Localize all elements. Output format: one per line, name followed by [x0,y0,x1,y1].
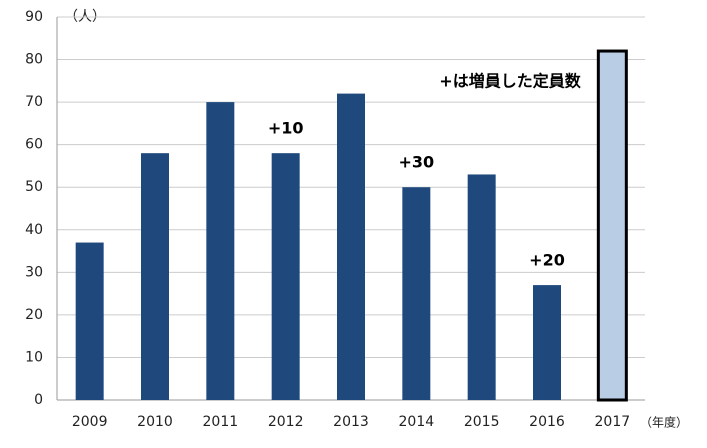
annotation: +30 [398,153,434,172]
x-tick-label: 2009 [72,414,108,430]
y-tick-label: 90 [25,9,43,25]
x-tick-label: 2010 [137,414,173,430]
annotation: +10 [268,119,304,138]
x-tick-label: 2015 [464,414,500,430]
annotation: +20 [529,251,565,270]
bar [533,285,561,400]
x-unit: （年度） [640,415,688,430]
x-tick-label: 2017 [595,414,631,430]
y-tick-label: 80 [25,52,43,68]
y-tick-label: 20 [25,307,43,323]
y-tick-label: 10 [25,349,43,365]
bar [337,93,365,400]
bar [206,102,235,400]
bar [75,242,104,400]
y-tick-label: 0 [34,392,43,408]
bar [141,153,169,400]
y-tick-label: 70 [25,94,43,110]
x-tick-label: 2014 [399,414,435,430]
bar [271,153,300,400]
x-tick-label: 2013 [333,414,369,430]
note: +は増員した定員数 [439,72,581,91]
bar [467,174,496,400]
y-tick-label: 30 [25,264,43,280]
x-tick-label: 2016 [529,414,565,430]
x-tick-label: 2012 [268,414,304,430]
bar [596,49,628,402]
y-tick-label: 50 [25,179,43,195]
x-tick-label: 2011 [203,414,239,430]
y-tick-label: 40 [25,222,43,238]
y-tick-label: 60 [25,137,43,153]
bar [402,187,431,400]
